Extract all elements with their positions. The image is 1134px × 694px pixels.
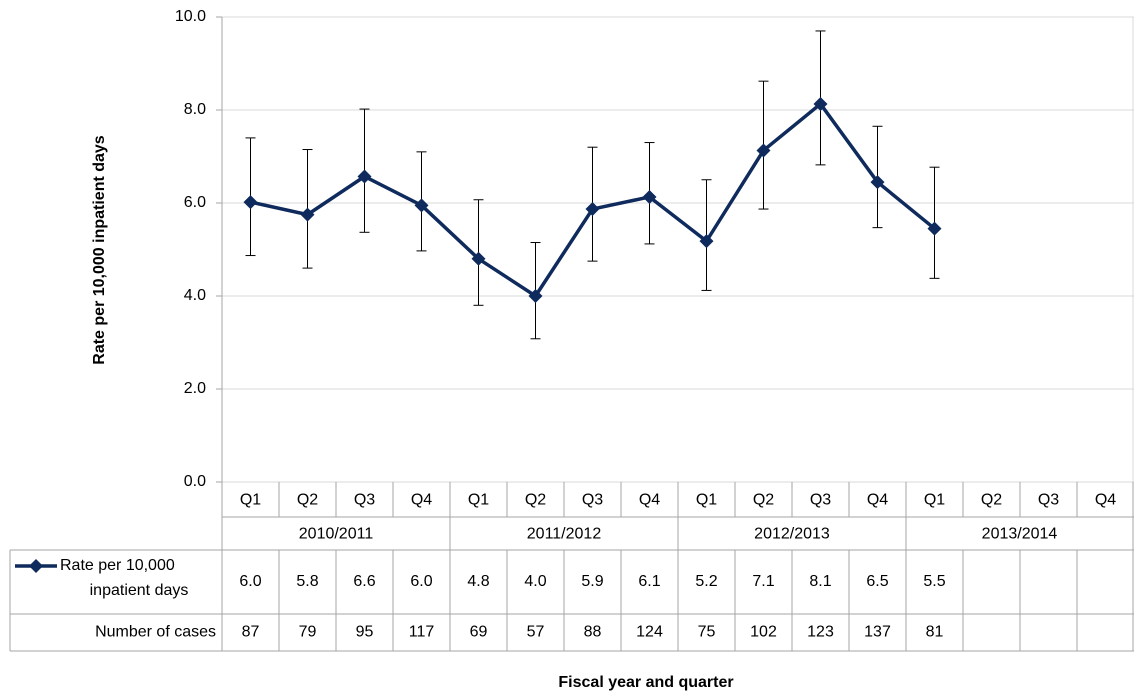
value-label: 6.1 xyxy=(638,573,660,590)
y-axis-label: Rate per 10,000 inpatient days xyxy=(91,135,108,365)
value-label: 8.1 xyxy=(809,573,831,590)
marker xyxy=(414,198,429,213)
value-label: 4.8 xyxy=(467,573,489,590)
x-tick-label: Q2 xyxy=(753,492,774,509)
group-label: 2011/2012 xyxy=(527,526,602,543)
table-value: 81 xyxy=(926,624,944,641)
value-label: 5.5 xyxy=(923,573,945,590)
marker xyxy=(813,96,828,111)
table-value: 79 xyxy=(299,624,317,641)
value-label: 6.0 xyxy=(410,573,432,590)
x-tick-label: Q3 xyxy=(354,492,375,509)
table-value: 123 xyxy=(807,624,834,641)
value-label: 5.9 xyxy=(581,573,603,590)
table-value: 69 xyxy=(470,624,488,641)
x-tick-label: Q1 xyxy=(468,492,489,509)
group-label: 2013/2014 xyxy=(982,526,1058,543)
x-tick-label: Q1 xyxy=(240,492,261,509)
x-tick-label: Q1 xyxy=(696,492,717,509)
x-tick-label: Q4 xyxy=(867,492,888,509)
x-axis-label: Fiscal year and quarter xyxy=(558,674,733,691)
marker xyxy=(585,202,600,217)
value-label: 5.2 xyxy=(695,573,717,590)
row-label: Number of cases xyxy=(95,624,216,641)
table-value: 102 xyxy=(750,624,777,641)
table-value: 57 xyxy=(527,624,545,641)
value-label: 5.8 xyxy=(296,573,318,590)
marker xyxy=(357,169,372,184)
x-tick-label: Q2 xyxy=(297,492,318,509)
legend-label: Rate per 10,000 inpatient days xyxy=(60,557,188,599)
marker xyxy=(870,175,885,190)
y-tick-label: 4.0 xyxy=(184,287,206,304)
table-value: 95 xyxy=(356,624,374,641)
legend-marker xyxy=(29,559,43,573)
value-label: 7.1 xyxy=(752,573,774,590)
x-tick-label: Q2 xyxy=(525,492,546,509)
marker xyxy=(243,195,258,210)
marker xyxy=(642,189,657,204)
value-label: 6.5 xyxy=(866,573,888,590)
marker xyxy=(927,221,942,236)
table-value: 87 xyxy=(242,624,260,641)
x-tick-label: Q1 xyxy=(924,492,945,509)
table-value: 88 xyxy=(584,624,602,641)
x-tick-label: Q3 xyxy=(1038,492,1059,509)
value-label: 6.6 xyxy=(353,573,375,590)
x-tick-label: Q2 xyxy=(981,492,1002,509)
marker xyxy=(528,289,543,303)
y-tick-label: 0.0 xyxy=(184,473,206,490)
x-tick-label: Q3 xyxy=(582,492,603,509)
marker xyxy=(471,251,486,266)
x-tick-label: Q4 xyxy=(411,492,432,509)
marker xyxy=(756,143,771,158)
table-value: 124 xyxy=(636,624,663,641)
value-label: 4.0 xyxy=(524,573,546,590)
table-value: 117 xyxy=(409,624,435,641)
y-tick-label: 6.0 xyxy=(184,194,206,211)
y-tick-label: 8.0 xyxy=(184,101,206,118)
table-value: 75 xyxy=(698,624,716,641)
marker xyxy=(300,207,315,222)
x-tick-label: Q4 xyxy=(1095,492,1116,509)
group-label: 2010/2011 xyxy=(299,526,374,543)
y-tick-label: 10.0 xyxy=(175,8,206,25)
table-value: 137 xyxy=(864,624,891,641)
x-tick-label: Q3 xyxy=(810,492,831,509)
group-label: 2012/2013 xyxy=(754,526,830,543)
y-tick-label: 2.0 xyxy=(184,380,206,397)
marker xyxy=(699,234,714,249)
x-tick-label: Q4 xyxy=(639,492,660,509)
value-label: 6.0 xyxy=(239,573,261,590)
